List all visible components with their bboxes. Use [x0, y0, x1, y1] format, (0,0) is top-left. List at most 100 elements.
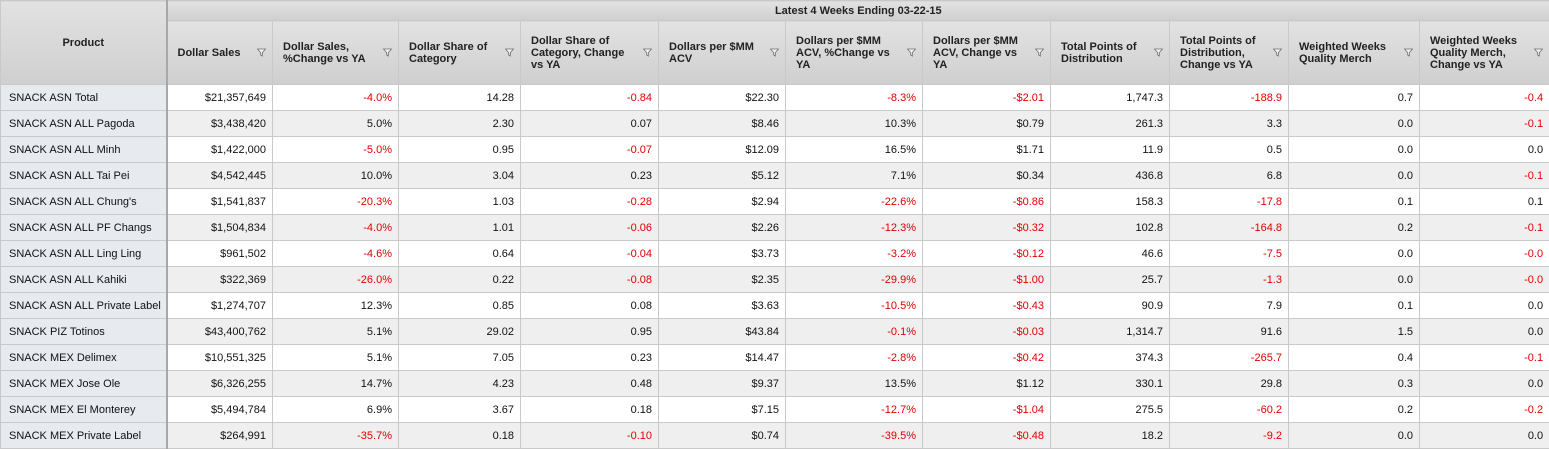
product-cell[interactable]: SNACK ASN ALL Private Label [0, 292, 168, 319]
value-cell: -$1.04 [922, 396, 1051, 423]
value-cell: 1.01 [398, 214, 521, 241]
column-header-label: Weighted Weeks Quality Merch [1299, 40, 1387, 65]
column-header[interactable]: Dollar Sales, %Change vs YA [272, 20, 399, 85]
product-cell[interactable]: SNACK MEX Jose Ole [0, 370, 168, 397]
product-cell[interactable]: SNACK ASN ALL Tai Pei [0, 162, 168, 189]
filter-icon[interactable] [770, 48, 779, 57]
column-header[interactable]: Weighted Weeks Quality Merch, Change vs … [1418, 20, 1549, 85]
value-cell: $4,542,445 [166, 162, 273, 189]
product-cell[interactable]: SNACK ASN Total [0, 84, 168, 111]
column-header[interactable]: Dollar Share of Category [398, 20, 521, 85]
value-cell: -0.08 [520, 266, 659, 293]
value-cell: -$0.03 [922, 318, 1051, 345]
value-cell: $2.26 [658, 214, 786, 241]
filter-icon-shape [643, 48, 652, 57]
product-cell[interactable]: SNACK ASN ALL PF Changs [0, 214, 168, 241]
filter-icon[interactable] [1035, 48, 1044, 57]
value-cell: 0.18 [520, 396, 659, 423]
value-cell: 1.03 [398, 188, 521, 215]
filter-icon[interactable] [1534, 48, 1544, 57]
value-cell: 158.3 [1050, 188, 1170, 215]
value-cell: -0.1% [785, 318, 923, 345]
product-cell[interactable]: SNACK MEX Delimex [0, 344, 168, 371]
value-cell: 102.8 [1050, 214, 1170, 241]
value-cell: 0.64 [398, 240, 521, 267]
value-cell: $10,551,325 [166, 344, 273, 371]
value-cell: -0.1 [1418, 344, 1549, 371]
value-cell: -0.4 [1418, 84, 1549, 111]
value-cell: $1,541,837 [166, 188, 273, 215]
filter-icon[interactable] [907, 48, 916, 57]
value-cell: -60.2 [1169, 396, 1289, 423]
value-cell: $1,422,000 [166, 136, 273, 163]
product-cell[interactable]: SNACK ASN ALL Minh [0, 136, 168, 163]
filter-icon[interactable] [1273, 48, 1282, 57]
value-cell: -0.06 [520, 214, 659, 241]
value-cell: -265.7 [1169, 344, 1289, 371]
column-header[interactable]: Total Points of Distribution [1050, 20, 1170, 85]
value-cell: $1,274,707 [166, 292, 273, 319]
product-cell[interactable]: SNACK ASN ALL Ling Ling [0, 240, 168, 267]
column-header[interactable]: Total Points of Distribution, Change vs … [1169, 20, 1289, 85]
column-header[interactable]: Dollars per $MM ACV, Change vs YA [922, 20, 1051, 85]
column-header[interactable]: Weighted Weeks Quality Merch [1288, 20, 1420, 85]
column-header[interactable]: Dollar Sales [166, 20, 273, 85]
column-header-label: Weighted Weeks Quality Merch, Change vs … [1430, 34, 1518, 71]
value-cell: -$1.00 [922, 266, 1051, 293]
value-cell: -39.5% [785, 422, 923, 449]
value-cell: 0.1 [1288, 188, 1420, 215]
value-cell: 0.0 [1288, 240, 1420, 267]
table-row: SNACK MEX Private Label $264,991 -35.7% 0.1… [0, 422, 1549, 449]
filter-icon[interactable] [1154, 48, 1163, 57]
value-cell: -$0.48 [922, 422, 1051, 449]
value-cell: -0.0 [1418, 240, 1549, 267]
filter-icon[interactable] [505, 48, 514, 57]
filter-icon-shape [383, 48, 392, 57]
filter-icon[interactable] [1404, 48, 1413, 57]
product-header[interactable]: Product [0, 0, 168, 85]
value-cell: -2.8% [785, 344, 923, 371]
value-cell: -4.0% [272, 214, 399, 241]
column-header-label: Dollar Share of Category [409, 40, 488, 65]
filter-icon[interactable] [257, 48, 266, 57]
column-header[interactable]: Dollars per $MM ACV, %Change vs YA [785, 20, 923, 85]
column-header-label: Total Points of Distribution, Change vs … [1180, 34, 1256, 71]
column-header[interactable]: Dollar Share of Category, Change vs YA [520, 20, 659, 85]
value-cell: 0.0 [1418, 292, 1549, 319]
value-cell: 13.5% [785, 370, 923, 397]
value-cell: 5.1% [272, 318, 399, 345]
column-header-content: Total Points of Distribution, Change vs … [1171, 34, 1288, 71]
value-cell: $1.71 [922, 136, 1051, 163]
value-cell: 0.0 [1288, 162, 1420, 189]
filter-icon[interactable] [383, 48, 392, 57]
value-cell: 436.8 [1050, 162, 1170, 189]
value-cell: -26.0% [272, 266, 399, 293]
value-cell: $3.73 [658, 240, 786, 267]
column-header-label: Total Points of Distribution [1061, 40, 1137, 65]
product-cell[interactable]: SNACK ASN ALL Chung's [0, 188, 168, 215]
value-cell: 12.3% [272, 292, 399, 319]
value-cell: 29.02 [398, 318, 521, 345]
product-cell[interactable]: SNACK MEX Private Label [0, 422, 168, 449]
value-cell: -$0.43 [922, 292, 1051, 319]
value-cell: -3.2% [785, 240, 923, 267]
value-cell: 374.3 [1050, 344, 1170, 371]
value-cell: -9.2 [1169, 422, 1289, 449]
column-header-label: Dollars per $MM ACV, %Change vs YA [796, 34, 890, 71]
filter-icon[interactable] [643, 48, 652, 57]
value-cell: $264,991 [166, 422, 273, 449]
column-header[interactable]: Dollars per $MM ACV [658, 20, 786, 85]
value-cell: -0.07 [520, 136, 659, 163]
value-cell: $1,504,834 [166, 214, 273, 241]
product-cell[interactable]: SNACK ASN ALL Kahiki [0, 266, 168, 293]
column-header-label: Dollars per $MM ACV [669, 40, 754, 65]
value-cell: 14.28 [398, 84, 521, 111]
product-cell[interactable]: SNACK ASN ALL Pagoda [0, 110, 168, 137]
product-cell[interactable]: SNACK MEX El Monterey [0, 396, 168, 423]
value-cell: -5.0% [272, 136, 399, 163]
value-cell: -0.1 [1418, 214, 1549, 241]
value-cell: $8.46 [658, 110, 786, 137]
value-cell: 261.3 [1050, 110, 1170, 137]
value-cell: $43.84 [658, 318, 786, 345]
product-cell[interactable]: SNACK PIZ Totinos [0, 318, 168, 345]
